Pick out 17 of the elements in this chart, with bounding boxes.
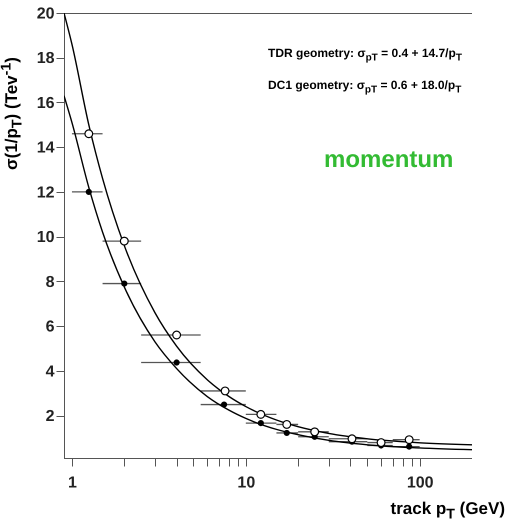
x-tick-label: 1 — [68, 474, 77, 492]
annotation: momentum — [324, 146, 454, 174]
annotation: DC1 geometry: σ$_{pT}$ = 0.6 + 18.0/p$_{T}$ — [268, 78, 462, 96]
y-tick-label: 14 — [36, 140, 55, 157]
y-tick-label: 2 — [46, 408, 55, 426]
annotation: TDR geometry: σ$_{pT}$ = 0.4 + 14.7/p$_{T}$ — [268, 46, 462, 64]
y-tick-label: 16 — [36, 94, 55, 112]
y-tick-label: 20 — [36, 6, 55, 22]
x-tick-label: 100 — [406, 474, 434, 492]
y-tick-label: 10 — [36, 229, 55, 246]
y-tick-label: 18 — [36, 50, 55, 68]
x-axis-title: track p$_{T}$ (GeV) — [390, 499, 505, 522]
y-tick-label: 8 — [46, 274, 55, 291]
y-tick-label: 4 — [46, 363, 55, 380]
y-tick-label: 6 — [46, 318, 55, 336]
y-tick-label: 12 — [36, 184, 55, 202]
x-tick-label: 10 — [237, 474, 256, 492]
